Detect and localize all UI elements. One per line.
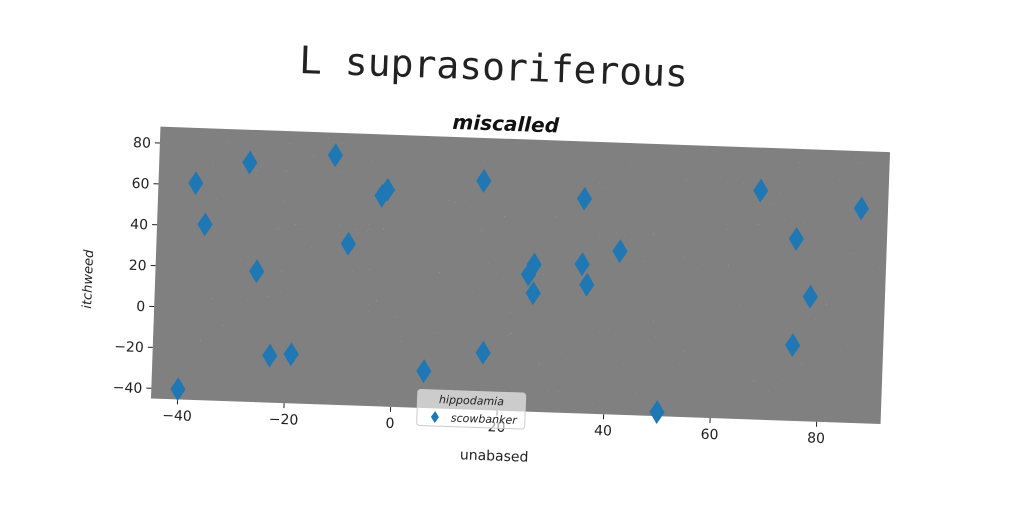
plot-noise [150, 126, 891, 424]
x-tick-label: 60 [700, 427, 718, 444]
legend-title: hippodamia [439, 393, 505, 408]
x-tick-label: 80 [807, 430, 825, 447]
y-tick-label: 20 [128, 258, 146, 275]
x-tick-label: 0 [385, 416, 394, 432]
legend-marker [430, 411, 439, 424]
data-point [197, 212, 213, 237]
data-points [170, 143, 869, 424]
data-point [574, 252, 590, 277]
data-point [526, 252, 542, 277]
x-tick-label: 40 [594, 423, 612, 440]
data-point [283, 342, 299, 367]
data-point [416, 359, 432, 384]
x-tick-label: −20 [268, 412, 298, 429]
legend-entry-label: scowbanker [451, 412, 519, 427]
figure-title: L suprasoriferous [298, 38, 689, 96]
y-tick-label: 60 [131, 176, 149, 193]
chart-title: miscalled [452, 110, 560, 138]
y-tick-label: 40 [130, 217, 148, 234]
x-tick-label: −40 [162, 408, 192, 425]
data-point [788, 226, 804, 251]
data-point [576, 186, 593, 211]
data-point [340, 231, 356, 256]
data-point [649, 400, 665, 424]
x-axis-label: unabased [460, 447, 529, 465]
data-point [753, 178, 769, 203]
legend-box [416, 388, 527, 430]
data-point [242, 150, 258, 175]
y-axis-label: itchweed [80, 249, 97, 309]
data-point [525, 281, 541, 306]
data-point [327, 143, 344, 168]
data-point [802, 284, 818, 309]
data-point [853, 196, 869, 221]
data-point [475, 340, 491, 365]
y-tick-label: −40 [112, 380, 142, 397]
data-point [170, 377, 186, 402]
data-point [476, 168, 492, 193]
y-tick-label: 80 [133, 135, 151, 152]
data-point [262, 343, 278, 368]
y-tick-label: −20 [114, 339, 144, 356]
data-point [612, 239, 628, 264]
y-tick-label: 0 [136, 299, 145, 315]
legend: hippodamia scowbanker [416, 388, 527, 430]
data-point [579, 272, 595, 297]
data-point [379, 177, 396, 202]
data-point [785, 333, 801, 358]
data-point [249, 259, 265, 284]
data-point [188, 171, 204, 196]
plot-area [150, 126, 891, 424]
